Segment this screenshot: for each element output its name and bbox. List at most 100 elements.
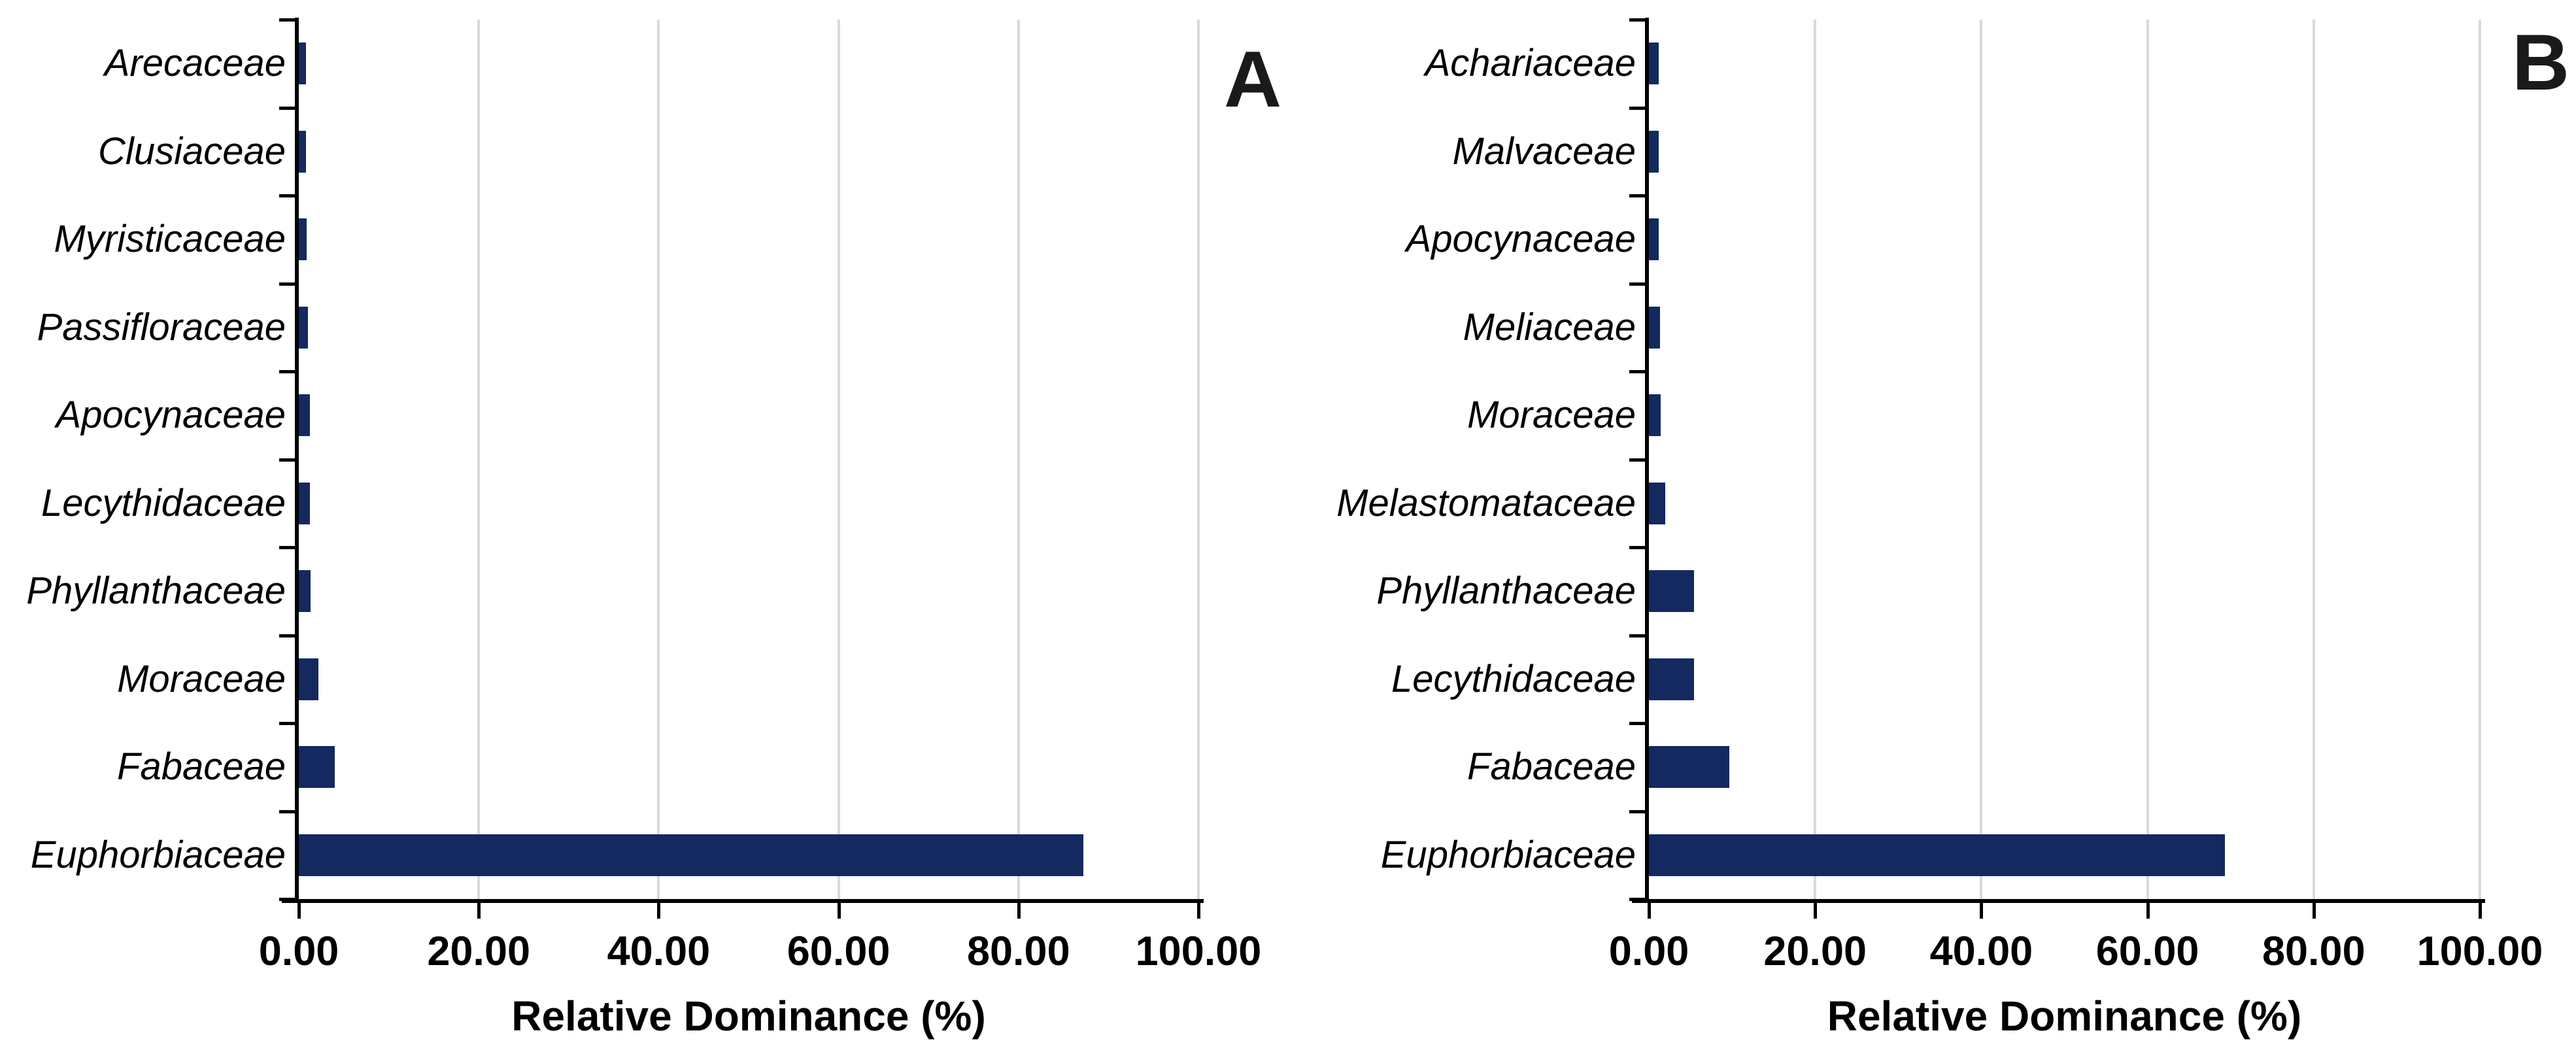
gridline bbox=[1980, 20, 1983, 899]
panel-letter-b: B bbox=[2512, 18, 2570, 107]
category-label: Fabaceae bbox=[1467, 745, 1636, 789]
category-label: Malvaceae bbox=[1452, 129, 1636, 173]
y-axis-tick bbox=[1629, 722, 1645, 725]
bar-moraceae bbox=[1649, 394, 1661, 437]
bar-achariaceae bbox=[1649, 42, 1659, 85]
gridline bbox=[657, 20, 660, 899]
bar-phyllanthaceae bbox=[299, 570, 311, 613]
x-axis-tick bbox=[657, 902, 661, 919]
panel-letter-a: A bbox=[1224, 35, 1282, 124]
x-axis-tick-label: 100.00 bbox=[1135, 928, 1262, 974]
x-axis-tick bbox=[2312, 902, 2316, 919]
x-axis-tick-label: 80.00 bbox=[966, 928, 1070, 974]
category-label: Fabaceae bbox=[117, 745, 286, 789]
category-label: Phyllanthaceae bbox=[26, 570, 286, 613]
y-axis-line bbox=[1645, 18, 1649, 903]
x-axis-tick bbox=[837, 902, 841, 919]
x-axis-tick bbox=[1814, 902, 1818, 919]
y-axis-tick bbox=[279, 722, 295, 725]
x-axis-tick bbox=[1648, 902, 1651, 919]
y-axis-line bbox=[295, 18, 299, 903]
x-axis-title: Relative Dominance (%) bbox=[1827, 993, 2302, 1040]
gridline bbox=[1017, 20, 1020, 899]
y-axis-tick bbox=[1629, 18, 1645, 22]
gridline bbox=[1814, 20, 1817, 899]
y-axis-tick bbox=[1629, 282, 1645, 286]
x-axis-tick bbox=[477, 902, 481, 919]
x-axis-line bbox=[282, 899, 1204, 903]
category-label: Phyllanthaceae bbox=[1376, 570, 1636, 613]
y-axis-tick bbox=[1629, 458, 1645, 462]
gridline bbox=[2146, 20, 2149, 899]
x-axis-tick-label: 80.00 bbox=[2262, 928, 2365, 974]
x-axis-tick-label: 60.00 bbox=[2095, 928, 2199, 974]
x-axis-tick bbox=[297, 902, 301, 919]
x-axis-tick bbox=[1980, 902, 1984, 919]
bar-fabaceae bbox=[1649, 746, 1730, 789]
x-axis-tick bbox=[1197, 902, 1200, 919]
x-axis-tick bbox=[1017, 902, 1021, 919]
x-axis-line bbox=[1632, 899, 2485, 903]
bar-melastomataceae bbox=[1649, 482, 1666, 524]
category-label: Melastomataceae bbox=[1336, 481, 1636, 524]
gridline bbox=[477, 20, 481, 899]
category-label: Passifloraceae bbox=[37, 305, 286, 348]
y-axis-tick bbox=[279, 18, 295, 22]
category-label: Achariaceae bbox=[1425, 42, 1636, 85]
category-label: Clusiaceae bbox=[98, 129, 286, 173]
gridline bbox=[2312, 20, 2315, 899]
gridline bbox=[2479, 20, 2481, 899]
bar-euphorbiaceae bbox=[1649, 834, 2225, 876]
category-label: Lecythidaceae bbox=[1391, 657, 1636, 700]
category-label: Apocynaceae bbox=[56, 394, 286, 437]
x-axis-tick-label: 20.00 bbox=[1763, 928, 1867, 974]
y-axis-tick bbox=[1629, 194, 1645, 197]
bar-arecaceae bbox=[299, 42, 306, 85]
y-axis-tick bbox=[279, 634, 295, 638]
gridline bbox=[1197, 20, 1200, 899]
y-axis-tick bbox=[1629, 370, 1645, 373]
x-axis-tick-label: 0.00 bbox=[1608, 928, 1689, 974]
y-axis-tick bbox=[279, 194, 295, 197]
x-axis-tick-label: 60.00 bbox=[787, 928, 890, 974]
x-axis-tick bbox=[2479, 902, 2482, 919]
category-label: Lecythidaceae bbox=[41, 481, 286, 524]
y-axis-tick bbox=[279, 370, 295, 373]
category-label: Moraceae bbox=[117, 657, 286, 700]
y-axis-tick bbox=[279, 106, 295, 110]
bar-myristicaceae bbox=[299, 218, 307, 261]
x-axis-tick-label: 100.00 bbox=[2416, 928, 2543, 974]
bar-meliaceae bbox=[1649, 306, 1660, 348]
bar-passifloraceae bbox=[299, 306, 308, 348]
y-axis-tick bbox=[1629, 546, 1645, 549]
category-label: Apocynaceae bbox=[1406, 218, 1636, 261]
y-axis-tick bbox=[279, 458, 295, 462]
bar-lecythidaceae bbox=[299, 482, 310, 524]
category-label: Euphorbiaceae bbox=[1380, 833, 1636, 876]
bar-moraceae bbox=[299, 658, 319, 700]
y-axis-tick bbox=[1629, 634, 1645, 638]
y-axis-tick bbox=[279, 809, 295, 813]
bar-apocynaceae bbox=[1649, 218, 1659, 261]
x-axis-tick bbox=[2146, 902, 2150, 919]
x-axis-tick-label: 40.00 bbox=[1929, 928, 2033, 974]
y-axis-tick bbox=[1629, 106, 1645, 110]
bar-clusiaceae bbox=[299, 130, 306, 173]
bar-fabaceae bbox=[299, 746, 335, 789]
x-axis-title: Relative Dominance (%) bbox=[511, 993, 986, 1040]
y-axis-tick bbox=[279, 546, 295, 549]
gridline bbox=[837, 20, 840, 899]
bar-apocynaceae bbox=[299, 394, 310, 437]
bar-phyllanthaceae bbox=[1649, 570, 1694, 613]
category-label: Moraceae bbox=[1467, 394, 1636, 437]
x-axis-tick-label: 0.00 bbox=[258, 928, 339, 974]
bar-lecythidaceae bbox=[1649, 658, 1694, 700]
bar-malvaceae bbox=[1649, 130, 1659, 173]
bar-euphorbiaceae bbox=[299, 834, 1083, 876]
x-axis-tick-label: 40.00 bbox=[607, 928, 711, 974]
category-label: Arecaceae bbox=[104, 42, 286, 85]
category-label: Myristicaceae bbox=[54, 218, 286, 261]
